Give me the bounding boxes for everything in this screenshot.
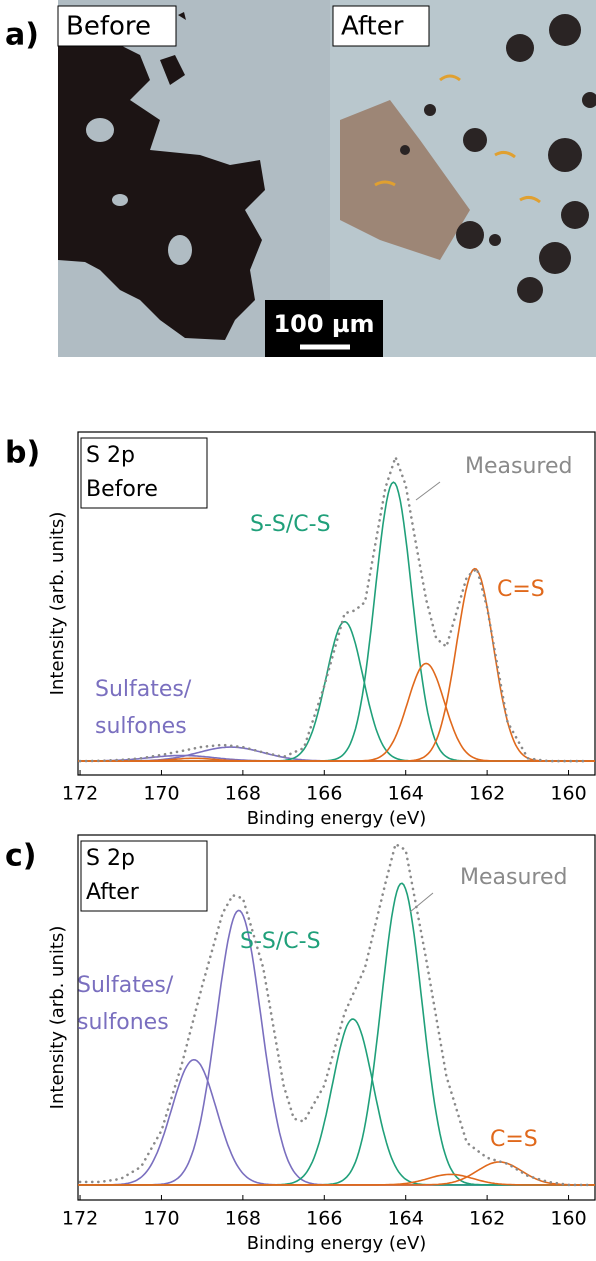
x-tick-label: 166 — [306, 1208, 342, 1230]
y-axis-label: Intensity (arb. units) — [47, 512, 68, 696]
panel-title: S 2p — [86, 846, 135, 871]
x-axis-label: Binding energy (eV) — [247, 808, 427, 829]
leader-line — [416, 482, 440, 500]
x-tick-label: 170 — [143, 1208, 179, 1230]
panel-title: S 2p — [86, 443, 135, 468]
x-tick-label: 172 — [62, 783, 98, 805]
panel-title: After — [86, 880, 140, 905]
component-label: C=S — [497, 577, 545, 602]
fit-peak — [78, 1162, 595, 1185]
x-tick-label: 162 — [469, 1208, 505, 1230]
component-label: S-S/C-S — [240, 929, 321, 954]
scale-bar-label: 100 µm — [273, 310, 374, 338]
x-tick-label: 162 — [469, 783, 505, 805]
component-label: Sulfates/ — [95, 677, 192, 702]
image-label: Before — [66, 12, 151, 42]
x-tick-label: 172 — [62, 1208, 98, 1230]
x-tick-label: 168 — [225, 783, 261, 805]
x-tick-label: 160 — [550, 783, 586, 805]
component-label: sulfones — [95, 714, 187, 739]
x-tick-label: 164 — [388, 1208, 424, 1230]
x-tick-label: 166 — [306, 783, 342, 805]
page: {"panel_a": {"label": "a)", "left": "Bef… — [0, 0, 596, 1261]
x-tick-label: 168 — [225, 1208, 261, 1230]
panel-title: Before — [86, 477, 158, 502]
measured-label: Measured — [460, 865, 567, 890]
fit-peak — [78, 1019, 595, 1185]
x-axis-label: Binding energy (eV) — [247, 1233, 427, 1254]
fit-peak — [78, 1060, 595, 1185]
panel-label: c) — [5, 839, 37, 874]
y-axis-label: Intensity (arb. units) — [47, 926, 68, 1110]
x-tick-label: 170 — [143, 783, 179, 805]
measured-label: Measured — [465, 454, 572, 479]
x-tick-label: 164 — [388, 783, 424, 805]
image-label: After — [341, 12, 404, 42]
panel-label: b) — [5, 436, 40, 471]
component-label: S-S/C-S — [250, 512, 331, 537]
component-label: sulfones — [77, 1010, 169, 1035]
panel-label: a) — [5, 18, 39, 53]
component-label: Sulfates/ — [77, 973, 174, 998]
figure: a) Before After 100 µm 172 170 168 166 164 16… — [0, 0, 596, 1261]
component-label: C=S — [490, 1127, 538, 1152]
x-tick-label: 160 — [550, 1208, 586, 1230]
